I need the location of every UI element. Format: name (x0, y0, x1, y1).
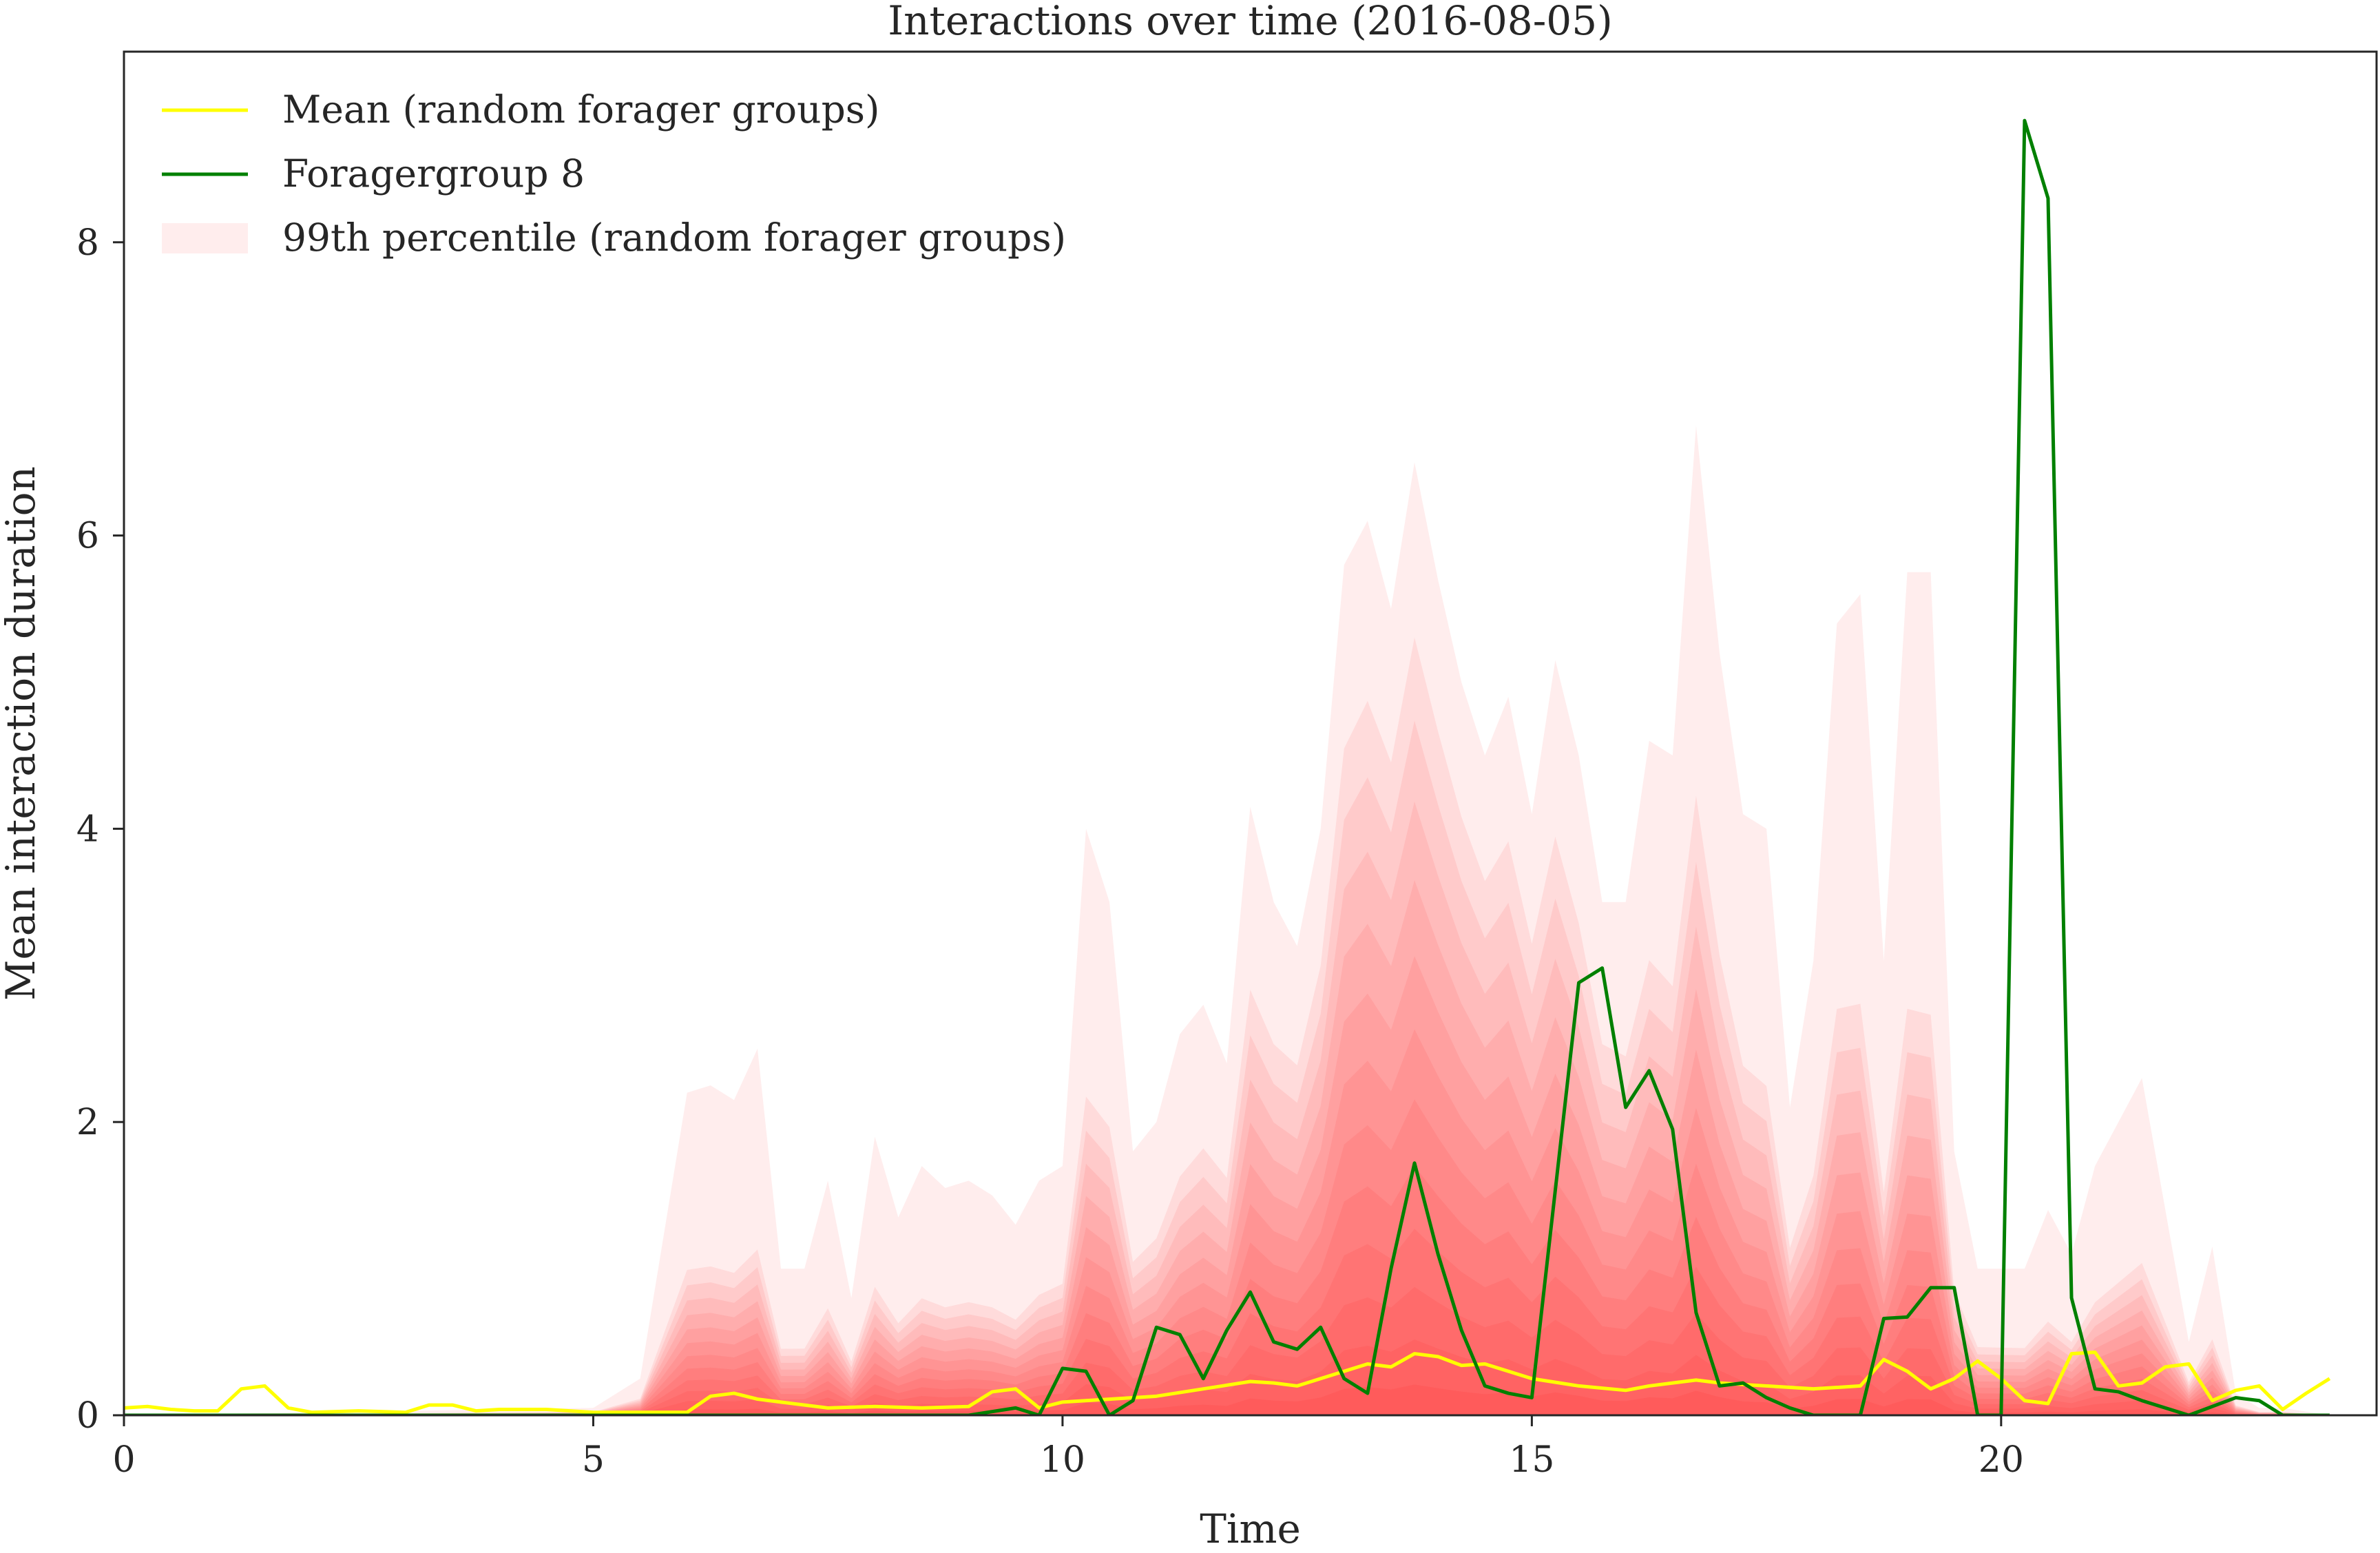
y-tick-label: 6 (76, 516, 99, 557)
legend-label: 99th percentile (random forager groups) (282, 216, 1066, 260)
percentile-band-layer (124, 425, 2330, 1415)
percentile-band (124, 720, 2330, 1415)
percentile-band (124, 1286, 2330, 1415)
x-tick-label: 20 (1979, 1439, 2024, 1481)
percentile-band (124, 801, 2330, 1415)
percentile-band (124, 1229, 2330, 1415)
y-tick-label: 4 (76, 809, 99, 850)
y-axis-label: Mean interaction duration (0, 466, 44, 1001)
series-line (124, 1350, 2331, 1415)
line-layer (124, 118, 2331, 1415)
percentile-band (124, 1029, 2330, 1415)
y-tick-label: 2 (76, 1102, 99, 1143)
series-line (124, 118, 2330, 1415)
legend: Mean (random forager groups) Foragergroup… (162, 87, 1066, 260)
legend-label: Foragergroup 8 (282, 152, 585, 196)
percentile-band (124, 1166, 2330, 1415)
percentile-band (124, 879, 2330, 1415)
plot-frame (123, 50, 2378, 1417)
legend-swatch (162, 223, 248, 253)
percentile-band (124, 1099, 2330, 1415)
chart-title: Interactions over time (2016-08-05) (888, 0, 1612, 44)
percentile-band (124, 637, 2330, 1415)
x-tick-label: 15 (1509, 1439, 1554, 1481)
y-axis: 0 2 4 6 8 (76, 222, 124, 1437)
y-tick-label: 8 (76, 222, 99, 264)
x-axis: 0 5 10 15 20 (112, 1415, 2024, 1481)
percentile-band (124, 956, 2330, 1415)
x-tick-label: 10 (1040, 1439, 1085, 1481)
x-tick-label: 0 (112, 1439, 135, 1481)
legend-label: Mean (random forager groups) (282, 87, 880, 132)
percentile-band (124, 425, 2330, 1415)
y-tick-label: 0 (76, 1395, 99, 1437)
percentile-band (124, 1340, 2330, 1415)
x-axis-label: Time (1200, 1505, 1301, 1552)
x-tick-label: 5 (582, 1439, 605, 1481)
percentile-band (124, 1384, 2330, 1415)
